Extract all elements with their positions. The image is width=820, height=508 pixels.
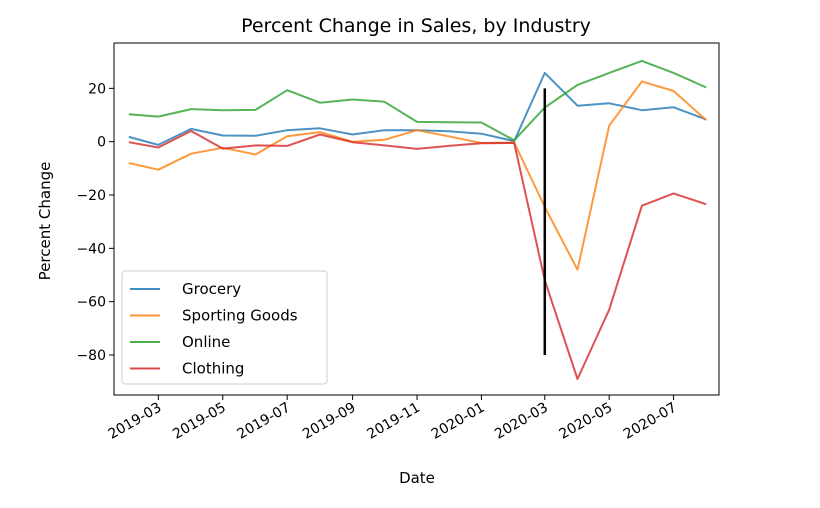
plot-area-frame [113, 42, 720, 396]
x-axis: 2019-03 2019-05 2019-07 2019-09 2019-11 2020-… [106, 395, 680, 443]
x-tick-label: 2019-09 [300, 400, 359, 443]
y-tick-label: −80 [76, 348, 106, 364]
y-tick-label: 20 [88, 81, 106, 97]
series-line-clothing [128, 130, 707, 380]
legend-label-online: Online [182, 333, 230, 351]
y-tick-label: 0 [97, 135, 106, 151]
chart-title: Percent Change in Sales, by Industry [241, 15, 591, 37]
legend-box [121, 270, 328, 385]
x-tick-label: 2019-07 [234, 400, 293, 443]
plot-lines [128, 59, 707, 380]
x-tick-label: 2020-01 [429, 400, 488, 443]
x-axis-label: Date [399, 469, 435, 487]
y-tick-label: −20 [76, 188, 106, 204]
y-tick-label: −40 [76, 241, 106, 257]
y-tick-label: −60 [76, 295, 106, 311]
x-tick-label: 2019-05 [170, 400, 229, 443]
y-axis-label: Percent Change [36, 162, 54, 281]
x-tick-label: 2020-05 [557, 400, 616, 443]
legend-label-clothing: Clothing [182, 360, 244, 378]
series-line-online [128, 59, 707, 142]
y-axis: 20 0 −20 −40 −60 −80 [76, 81, 114, 364]
legend: Grocery Sporting Goods Online Clothing [121, 270, 328, 385]
x-tick-label: 2020-03 [492, 400, 551, 443]
x-tick-label: 2019-11 [364, 400, 423, 443]
x-tick-label: 2020-07 [621, 400, 680, 443]
x-tick-label: 2019-03 [106, 400, 165, 443]
legend-label-sporting-goods: Sporting Goods [182, 307, 298, 325]
series-line-grocery [128, 71, 707, 146]
legend-label-grocery: Grocery [182, 280, 241, 298]
